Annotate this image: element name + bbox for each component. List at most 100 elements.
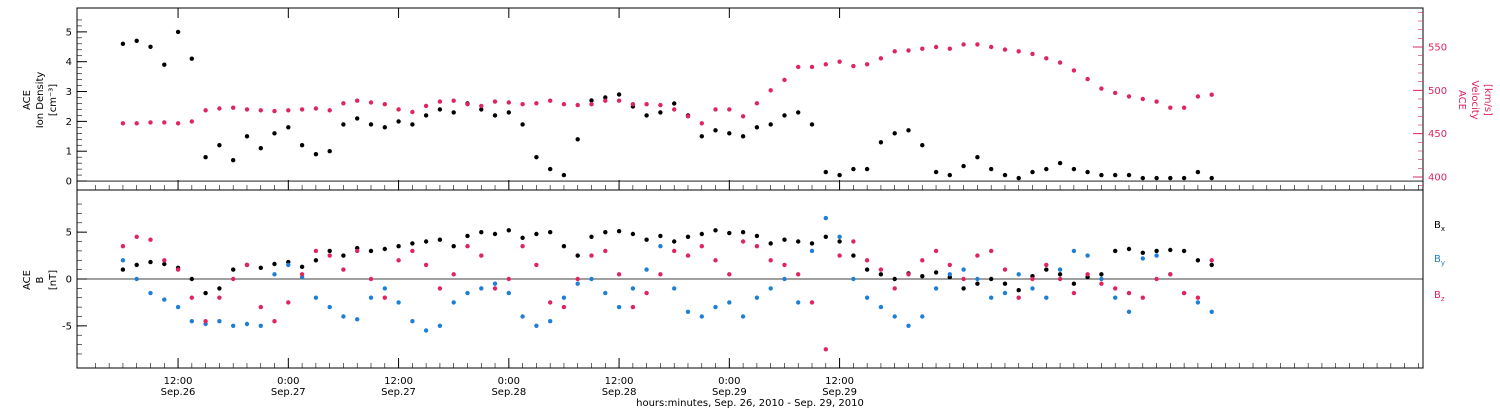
point-p1-s1-8: [231, 323, 236, 328]
point-p1-s2-39: [658, 272, 663, 277]
point-p0-s1-65: [1016, 49, 1021, 54]
point-p0-s1-48: [782, 77, 787, 83]
point-p1-s2-2: [148, 237, 153, 242]
point-p1-s2-62: [975, 253, 980, 258]
x-axis-title: hours:minutes, Sep. 26, 2010 - Sep. 29, …: [636, 398, 864, 409]
point-p1-s0-3: [162, 261, 167, 267]
point-p1-s1-60: [947, 272, 952, 277]
xtick-time-4: 12:00: [605, 376, 634, 387]
point-p1-s1-49: [796, 300, 801, 305]
point-p1-s1-62: [975, 276, 980, 282]
point-p1-s2-6: [203, 319, 208, 324]
top-ytick-right-label-0: 400: [1428, 173, 1447, 184]
point-p0-s0-29: [520, 122, 525, 127]
bottom-ytick-label-1: 0: [66, 275, 72, 286]
point-p1-s0-14: [313, 258, 319, 263]
point-p0-s0-61: [961, 163, 966, 169]
xtick-time-5: 0:00: [718, 376, 740, 387]
point-p1-s2-74: [1140, 295, 1146, 300]
point-p1-s0-46: [754, 233, 760, 239]
point-p0-s0-75: [1154, 175, 1159, 181]
point-p1-s1-25: [465, 290, 470, 296]
point-p1-s1-36: [616, 304, 622, 310]
point-p1-s0-0: [120, 267, 126, 272]
point-p0-s1-71: [1099, 86, 1104, 91]
point-p0-s0-10: [258, 146, 263, 151]
point-p1-s2-36: [616, 272, 622, 277]
point-p1-s0-74: [1140, 250, 1146, 255]
point-p0-s1-46: [754, 101, 760, 106]
point-p0-s1-0: [120, 121, 126, 126]
point-p0-s1-45: [740, 114, 746, 119]
point-p0-s0-11: [272, 131, 277, 136]
point-p1-s0-41: [685, 234, 691, 239]
point-p0-s1-30: [534, 101, 539, 106]
point-p1-s0-35: [603, 230, 608, 235]
point-p0-s0-72: [1113, 172, 1118, 178]
point-p1-s2-48: [782, 262, 787, 268]
point-p1-s1-66: [1030, 286, 1035, 291]
point-p0-s0-63: [989, 166, 994, 172]
point-p1-s2-56: [892, 286, 897, 291]
point-p0-s0-31: [548, 166, 553, 172]
point-p0-s1-58: [920, 46, 925, 51]
point-p1-s1-56: [892, 314, 897, 319]
point-p0-s1-34: [589, 102, 594, 107]
point-p1-s0-71: [1099, 272, 1104, 277]
point-p0-s1-7: [217, 106, 222, 111]
point-p1-s1-15: [327, 304, 332, 310]
point-p0-s1-25: [465, 102, 470, 107]
point-p0-s0-28: [506, 110, 511, 115]
point-p0-s1-2: [148, 120, 153, 125]
point-p1-s1-34: [589, 276, 594, 282]
point-p1-s2-44: [727, 272, 732, 277]
point-p1-s0-11: [272, 261, 277, 267]
point-p0-s0-14: [313, 152, 319, 157]
point-p0-s0-38: [644, 113, 649, 118]
point-p1-s0-45: [740, 230, 746, 235]
point-p1-s0-72: [1113, 248, 1118, 254]
point-p1-s1-41: [685, 309, 691, 314]
bottom-ytick-label-2: 5: [66, 228, 72, 239]
point-p1-s2-1: [134, 234, 139, 239]
legend-bx: Bx: [1434, 220, 1445, 233]
point-p0-s1-28: [506, 100, 511, 105]
point-p1-s0-62: [975, 281, 980, 286]
point-p1-s2-5: [189, 295, 194, 300]
point-p1-s1-59: [933, 286, 939, 291]
point-p1-s0-49: [796, 239, 801, 244]
point-p1-s1-19: [382, 286, 387, 291]
point-p1-s0-31: [548, 230, 553, 235]
point-p1-s1-54: [864, 295, 870, 300]
point-p0-s0-43: [713, 128, 718, 133]
point-p0-s0-2: [148, 44, 153, 49]
point-p1-s0-77: [1181, 248, 1187, 254]
point-p1-s0-27: [492, 231, 498, 237]
point-p1-s0-22: [423, 239, 429, 244]
point-p1-s0-52: [837, 239, 842, 244]
top-panel-frame: [76, 7, 1424, 191]
point-p1-s1-40: [672, 286, 677, 291]
point-p1-s2-63: [989, 248, 994, 254]
point-p0-s1-68: [1057, 60, 1063, 65]
point-p0-s0-56: [892, 131, 897, 136]
point-p0-s1-76: [1168, 105, 1173, 110]
top-ylabel-right-line3: [km/s]: [1482, 84, 1493, 116]
point-p1-s2-31: [548, 300, 553, 305]
point-p1-s2-53: [851, 239, 856, 244]
point-p1-s0-33: [575, 253, 580, 258]
point-p1-s0-10: [258, 265, 263, 270]
point-p0-s1-42: [699, 121, 704, 126]
point-p1-s1-9: [244, 321, 250, 327]
point-p1-s1-72: [1113, 295, 1118, 300]
point-p0-s1-31: [548, 98, 553, 103]
point-p1-s1-52: [837, 234, 842, 239]
point-p1-s2-75: [1154, 276, 1159, 282]
point-p1-s1-42: [699, 314, 704, 319]
point-p1-s1-17: [355, 317, 360, 322]
point-p0-s0-18: [368, 122, 374, 127]
point-p0-s1-16: [341, 101, 346, 106]
point-p0-s1-19: [382, 102, 387, 107]
point-p0-s0-71: [1099, 172, 1104, 178]
point-p1-s2-79: [1209, 258, 1214, 263]
